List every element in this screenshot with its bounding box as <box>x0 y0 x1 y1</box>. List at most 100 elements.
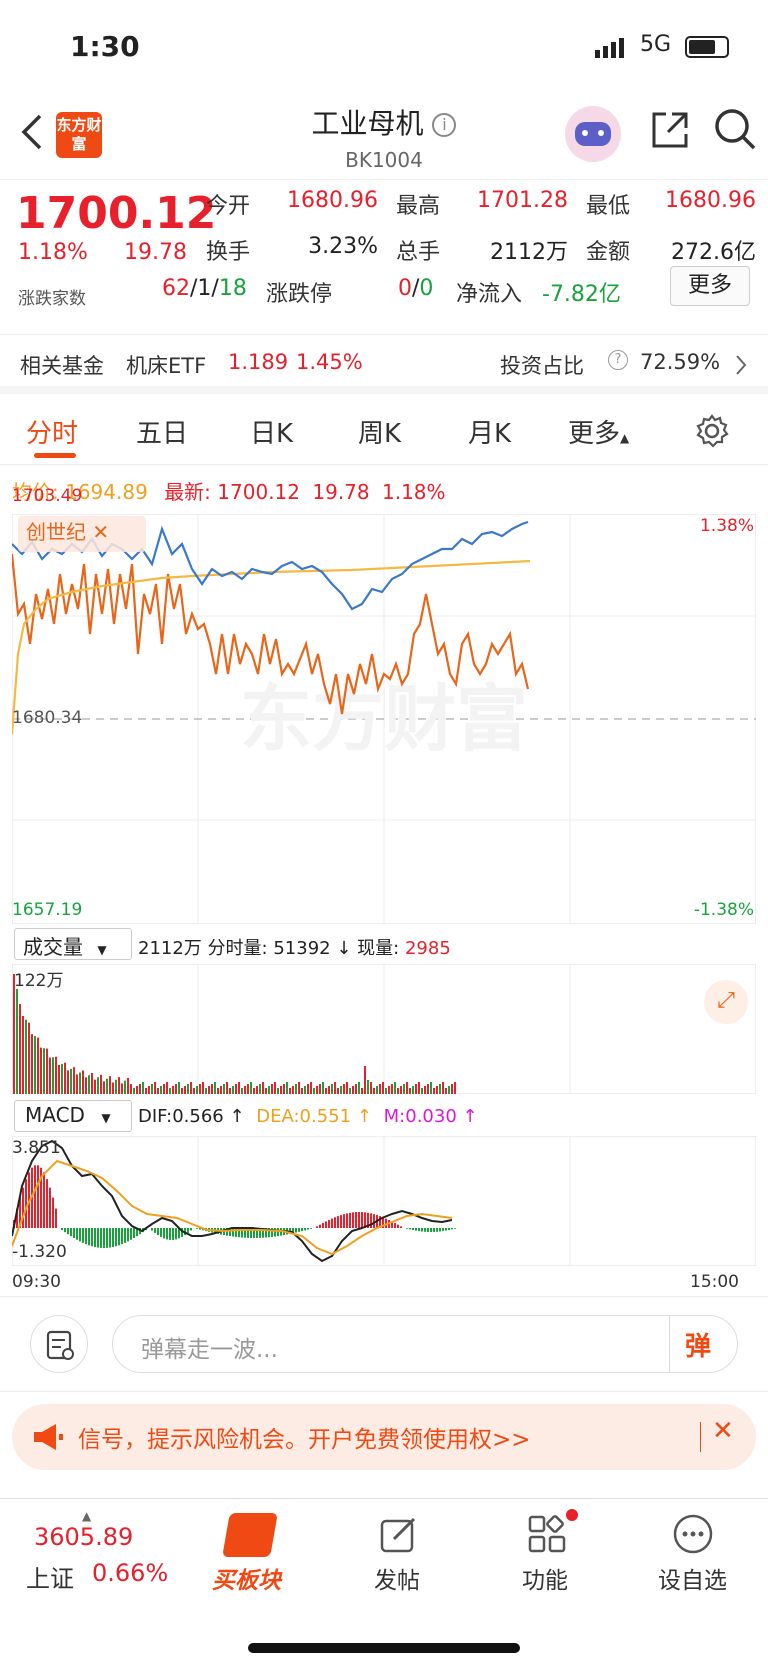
macd-bar <box>151 1228 153 1231</box>
volume-bar <box>124 1080 126 1094</box>
tab-weekly-k[interactable]: 周K <box>358 419 402 449</box>
danmu-toggle-button[interactable]: 弹 <box>685 1332 712 1362</box>
macd-bar <box>346 1213 348 1228</box>
volume-selector[interactable]: 成交量 ▼ <box>14 928 132 960</box>
volume-bar <box>298 1082 300 1094</box>
ratio-value: 72.59% <box>640 350 721 374</box>
network-type: 5G <box>640 32 672 57</box>
volume-bar <box>43 1048 45 1094</box>
macd-bar <box>400 1226 402 1228</box>
compare-tag[interactable] <box>18 516 146 552</box>
volume-bar <box>319 1084 321 1094</box>
macd-bar <box>448 1228 450 1230</box>
tab-daily-k[interactable]: 日K <box>250 419 294 449</box>
banner-text: 信号，提示风险机会。开户免费领使用权>> <box>78 1427 531 1453</box>
macd-bar <box>181 1228 183 1237</box>
volume-bar <box>166 1082 168 1094</box>
volume-bar <box>382 1082 384 1094</box>
post-icon[interactable] <box>378 1513 420 1555</box>
macd-bar <box>154 1228 156 1233</box>
macd-bar <box>379 1216 381 1228</box>
macd-bar <box>19 1197 21 1228</box>
triangle-up-icon: ▲ <box>82 1509 92 1523</box>
buy-sector-icon[interactable] <box>222 1513 278 1557</box>
index-pct[interactable]: 0.66% <box>92 1559 169 1587</box>
volume-bar <box>118 1077 120 1094</box>
fund-label: 相关基金 <box>20 354 104 378</box>
limit-label: 涨跌停 <box>266 282 333 307</box>
macd-chart[interactable] <box>12 1136 756 1266</box>
promo-banner[interactable]: 信号，提示风险机会。开户免费领使用权>> ✕ <box>12 1404 756 1470</box>
macd-bar <box>394 1223 396 1228</box>
up-count: 62 <box>162 276 190 301</box>
index-name[interactable]: 上证 <box>26 1565 74 1593</box>
volume-bar <box>37 1037 39 1094</box>
last-pct: 1.18% <box>382 480 446 504</box>
macd-bar <box>34 1165 36 1228</box>
macd-bar <box>331 1218 333 1228</box>
fund-pct: 1.45% <box>296 350 363 374</box>
macd-bar <box>301 1228 303 1232</box>
macd-bar <box>130 1228 132 1240</box>
quote-panel: 1700.12 1.18% 19.78 涨跌家数 今开 1680.96 最高 1… <box>0 180 768 335</box>
volume-bar <box>46 1048 48 1094</box>
index-value[interactable]: 3605.89 <box>34 1523 134 1551</box>
avg-value: 1694.89 <box>65 480 148 504</box>
nav-add-watchlist[interactable]: 设自选 <box>658 1568 727 1594</box>
volume-bar <box>103 1081 105 1094</box>
volume-bar <box>232 1086 234 1094</box>
expand-icon[interactable]: ⤢ <box>704 980 748 1024</box>
share-icon[interactable] <box>648 108 692 152</box>
macd-bar <box>226 1228 228 1236</box>
high-label: 最高 <box>396 194 441 219</box>
nav-buy-sector[interactable]: 买板块 <box>212 1568 281 1594</box>
volume-bar <box>349 1088 351 1094</box>
tab-five-day[interactable]: 五日 <box>136 419 189 449</box>
more-button[interactable]: 更多 <box>670 266 750 306</box>
price-chart[interactable]: 东方财富 <box>12 514 756 924</box>
tab-more[interactable]: 更多▲ <box>568 413 629 450</box>
help-icon[interactable]: ? <box>608 350 628 370</box>
turnover-value: 3.23% <box>308 234 378 259</box>
more-dots-icon[interactable] <box>672 1513 714 1555</box>
volume-bar <box>256 1086 258 1094</box>
macd-bar <box>103 1228 105 1248</box>
volume-chart[interactable] <box>12 964 756 1094</box>
volume-bar <box>226 1082 228 1094</box>
tab-monthly-k[interactable]: 月K <box>468 419 512 449</box>
app-logo[interactable]: 东方财富 <box>56 112 102 158</box>
nav-post[interactable]: 发帖 <box>374 1568 420 1594</box>
dea-line <box>12 1159 453 1256</box>
settings-icon[interactable] <box>694 413 730 449</box>
high-value: 1701.28 <box>477 188 568 213</box>
info-icon[interactable]: i <box>432 113 457 137</box>
volume-bar <box>130 1084 132 1094</box>
nav-function[interactable]: 功能 <box>522 1568 568 1594</box>
amount-value: 272.6亿 <box>671 240 756 265</box>
tab-intraday[interactable]: 分时 <box>26 419 79 449</box>
danmu-list-icon[interactable] <box>30 1315 88 1373</box>
macd-bar <box>196 1228 198 1229</box>
volume-bar <box>157 1088 159 1094</box>
header: 东方财富 工业母机 i BK1004 <box>0 90 768 180</box>
current-price: 1700.12 <box>16 188 217 239</box>
macd-selector[interactable]: MACD ▼ <box>14 1100 132 1132</box>
volume-bar <box>301 1088 303 1094</box>
macd-bar <box>424 1228 426 1232</box>
limit-counts: 0/0 <box>398 276 434 301</box>
search-icon[interactable] <box>712 106 758 152</box>
back-icon[interactable] <box>18 112 44 152</box>
macd-bar <box>46 1179 48 1228</box>
compare-tag-label[interactable]: 创世纪 ✕ <box>26 520 110 544</box>
volume-bar <box>160 1086 162 1094</box>
function-icon[interactable] <box>526 1513 568 1555</box>
volume-bar <box>91 1072 93 1094</box>
robot-avatar-icon[interactable] <box>565 106 621 162</box>
related-fund-bar[interactable]: 相关基金 机床ETF 1.189 1.45% 投资占比 ? 72.59% <box>0 336 768 394</box>
danmu-input[interactable]: 弹幕走一波... 弹 <box>112 1315 738 1373</box>
volume-bar <box>208 1086 210 1094</box>
dropdown-icon: ▼ <box>101 1111 111 1125</box>
macd-bar <box>166 1228 168 1240</box>
macd-bar <box>172 1228 174 1240</box>
close-icon[interactable]: ✕ <box>712 1416 734 1446</box>
